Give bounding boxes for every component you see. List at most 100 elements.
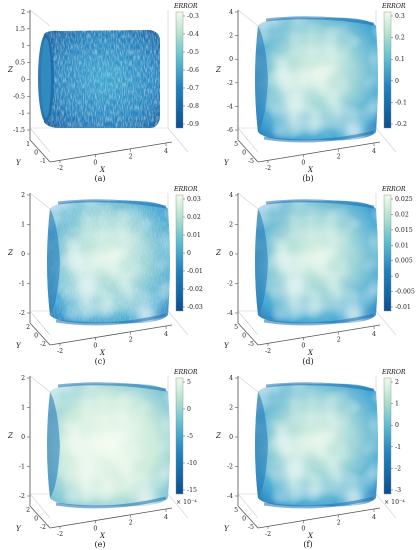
- panel-b: 420-2-4-6Z50-5Y-2024XERROR0.30.20.10-0.1…: [215, 3, 407, 183]
- x-tick-label: 0: [301, 159, 305, 166]
- y-tick-label: 0: [242, 333, 246, 340]
- z-ticks: 2 1.5 1 0.5 0 -0.5 -1 -1.5: [13, 9, 30, 134]
- panel-caption: (c): [95, 357, 106, 366]
- x-axis-line: [257, 324, 381, 346]
- z-axis-label: Z: [215, 249, 221, 257]
- x-tick-label: -2: [57, 165, 63, 172]
- z-tick-label: -4: [227, 310, 233, 317]
- y-ticks: 50-5: [234, 141, 254, 165]
- y-ticks: 50-5: [234, 324, 254, 348]
- error-surface: [47, 199, 170, 326]
- barrel-end-shade: [47, 392, 60, 498]
- colorbar-tick-label: -15: [187, 487, 197, 494]
- y-tick-label: -2: [40, 341, 46, 348]
- panel-a: 21.510.50-0.5-1-1.5Z10-1Y-2024XERROR-0.3…: [7, 3, 199, 183]
- x-tick-label: 2: [129, 154, 133, 161]
- z-tick-label: 1: [21, 405, 25, 412]
- barrel-bottom-rim: [263, 496, 375, 509]
- x-tick-label: 0: [93, 342, 97, 349]
- floor-edge: [237, 127, 259, 153]
- z-tick-label: 0.5: [15, 60, 25, 67]
- panel-c: 210-1-2Z20-2Y-2024XERROR0.030.020.010-0.…: [7, 186, 203, 366]
- z-tick-label: 1: [21, 43, 25, 50]
- surface-blotches: [255, 200, 378, 324]
- surface-blotches: [255, 17, 378, 141]
- x-tick-label: -2: [265, 165, 271, 172]
- axis-lines: [29, 193, 173, 346]
- colorbar-tick-label: -0.01: [187, 268, 203, 275]
- x-ticks: -2 0 2 4: [265, 143, 376, 172]
- z-tick-label: -2: [227, 281, 233, 288]
- x-axis-line: [49, 324, 173, 346]
- barrel-bottom-rim: [55, 313, 167, 326]
- colorbar-multiplier: × 10⁻⁴: [176, 499, 197, 506]
- colorbar-tick-label: 0: [187, 250, 191, 257]
- floor-edge: [237, 310, 259, 336]
- x-tick-label: 4: [372, 331, 376, 338]
- z-axis-label: Z: [7, 66, 13, 74]
- y-tick-label: 0: [34, 516, 38, 523]
- colorbar-tick-label: -0.9: [187, 121, 199, 128]
- colorbar-tick-label: -0.6: [187, 67, 199, 74]
- colorbar-tick-label: -0.3: [187, 13, 199, 20]
- error-surface: [38, 30, 160, 128]
- colorbar-tick-label: -2: [395, 465, 401, 472]
- z-tick-label: 1.5: [15, 26, 25, 33]
- y-ticks: 20-2: [26, 507, 46, 531]
- y-tick-label: 2: [26, 324, 30, 331]
- y-tick-label: -1: [40, 158, 46, 165]
- z-tick-label: -4: [227, 103, 233, 110]
- colorbar-tick-label: 0.015: [395, 227, 413, 234]
- x-tick-label: -2: [265, 348, 271, 355]
- z-tick-label: 1: [21, 222, 25, 229]
- z-ticks: 4 2 0 -2 -4: [227, 375, 238, 500]
- colorbar-tick-label: -10: [187, 460, 197, 467]
- z-tick-label: 4: [229, 375, 233, 382]
- floor-edge: [29, 127, 51, 153]
- colorbar-gradient: [383, 11, 392, 129]
- y-ticks: 20-2: [26, 324, 46, 348]
- z-tick-label: 2: [229, 405, 233, 412]
- z-tick-label: -2: [19, 310, 25, 317]
- x-tick-label: 4: [164, 514, 168, 521]
- x-tick-label: 2: [337, 337, 341, 344]
- z-axis-label: Z: [215, 432, 221, 440]
- y-axis-line: [29, 322, 51, 346]
- top-edge: [29, 192, 51, 210]
- colorbar: ERROR 5 0 -5 -10 -15 × 10⁻⁴: [173, 369, 198, 506]
- colorbar-tick-label: -0.01: [395, 304, 411, 311]
- z-tick-label: -2: [227, 80, 233, 87]
- x-axis-line: [257, 141, 381, 163]
- x-axis-line: [49, 141, 173, 163]
- x-tick-label: 2: [337, 154, 341, 161]
- x-tick-label: 0: [301, 525, 305, 532]
- colorbar-gradient: [383, 194, 392, 312]
- colorbar-title: ERROR: [381, 186, 406, 193]
- barrel-top-rim: [265, 199, 375, 209]
- floor-edge: [375, 310, 397, 336]
- y-tick-label: 0: [242, 516, 246, 523]
- colorbar: ERROR -0.3 -0.4 -0.5 -0.6 -0.7 -0.8 -0.9: [173, 3, 199, 129]
- z-tick-label: 0: [229, 434, 233, 441]
- z-tick-label: 2: [21, 192, 25, 199]
- x-ticks: -2 0 2 4: [57, 326, 168, 355]
- y-tick-label: 5: [234, 141, 238, 148]
- colorbar-tick-label: -0.8: [187, 103, 199, 110]
- z-tick-label: 0: [229, 251, 233, 258]
- z-tick-label: 0: [21, 434, 25, 441]
- z-tick-label: -1: [19, 281, 25, 288]
- floor-edge: [167, 127, 189, 153]
- z-tick-label: 2: [229, 222, 233, 229]
- z-tick-label: 2: [229, 33, 233, 40]
- x-axis-line: [257, 507, 381, 529]
- x-axis-label: X: [307, 166, 314, 174]
- colorbar-tick-label: 0.03: [187, 196, 201, 203]
- y-tick-label: 2: [26, 507, 30, 514]
- axis-lines: [237, 193, 381, 346]
- floor-edge: [375, 127, 397, 153]
- colorbar-gradient: [175, 377, 184, 495]
- y-axis-line: [237, 505, 259, 529]
- barrel-bottom-rim: [263, 313, 375, 326]
